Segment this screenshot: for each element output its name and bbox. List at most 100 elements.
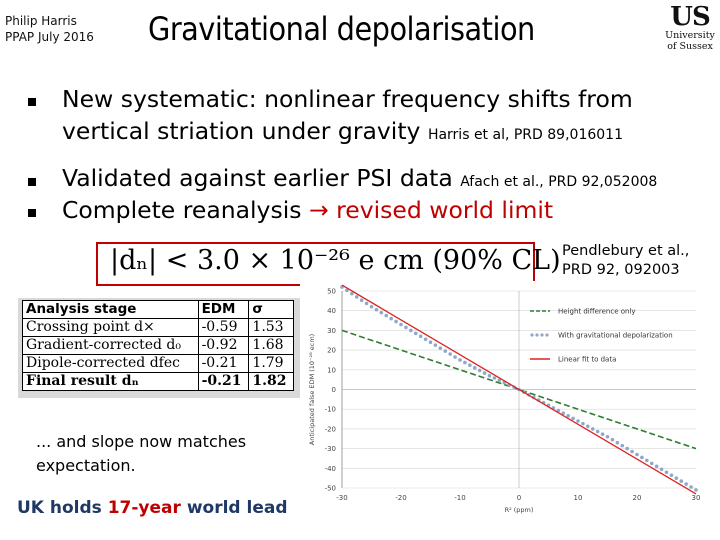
legend-label: With gravitational depolarization <box>558 332 673 340</box>
legend-label: Linear fit to data <box>558 356 616 364</box>
slope-note-line-2: expectation. <box>36 456 136 475</box>
stage-cell: Dipole-corrected dfec <box>22 354 199 373</box>
y-tick-label: -50 <box>325 485 336 493</box>
bullet-1-line-2: vertical striation under gravity Harris … <box>62 117 623 145</box>
series-point <box>669 473 674 477</box>
slide-title: Gravitational depolarisation <box>148 10 535 48</box>
series-point <box>581 421 585 426</box>
x-tick-label: -30 <box>336 494 347 502</box>
series-line-height-difference <box>341 329 697 450</box>
reference-line-1: Pendlebury et al., <box>562 243 690 259</box>
series-point <box>556 408 561 413</box>
y-tick-label: 0 <box>332 386 336 394</box>
sigma-cell: 1.82 <box>248 372 294 391</box>
arrow-icon: → <box>308 196 329 224</box>
event-name: PPAP July 2016 <box>5 30 94 44</box>
series-point <box>600 432 605 436</box>
false-edm-chart: 50 40 30 20 10 0 -10 -20 -30 -40 -50 -30 -20 -10 0 10 20… <box>300 281 720 540</box>
series-point <box>664 470 669 475</box>
bullet-marker-1 <box>28 98 36 106</box>
sigma-cell: 1.68 <box>248 336 294 355</box>
edm-cell: -0.92 <box>197 336 250 355</box>
bullet-marker-2 <box>28 178 36 186</box>
series-point <box>674 476 679 480</box>
logo-mark: US <box>670 2 710 32</box>
series-point <box>359 298 364 302</box>
series-point <box>605 434 610 439</box>
header-edm: EDM <box>197 300 250 319</box>
edm-limit-equation: |dₙ| < 3.0 × 10⁻²⁶ e cm (90% CL) <box>110 245 561 276</box>
series-point <box>684 482 688 486</box>
sigma-cell: 1.53 <box>248 318 294 337</box>
series-point <box>374 307 379 312</box>
bullet-3-highlight: revised world limit <box>328 196 554 224</box>
table-row: Dipole-corrected dfec -0.21 1.79 <box>22 354 294 373</box>
series-point <box>409 328 413 333</box>
reference-line-2: PRD 92, 092003 <box>562 262 680 278</box>
series-point <box>492 376 497 380</box>
series-point <box>384 313 389 318</box>
table-row: Crossing point d× -0.59 1.53 <box>22 318 294 337</box>
series-point <box>443 349 448 353</box>
series-point <box>394 319 398 324</box>
series-point <box>404 325 408 330</box>
series-point <box>625 446 629 451</box>
y-tick-label: -10 <box>325 406 336 414</box>
series-point <box>571 416 575 421</box>
series-point <box>561 411 566 415</box>
series-point <box>689 485 693 489</box>
bullet-marker-3 <box>28 209 36 217</box>
uk-highlight: 17-year <box>107 498 181 518</box>
chart-background <box>300 281 720 540</box>
x-tick-label: -20 <box>395 494 406 502</box>
series-point <box>379 310 384 315</box>
bullet-3: Complete reanalysis → revised world limi… <box>62 196 553 224</box>
series-point <box>640 455 644 460</box>
analysis-table: Analysis stage EDM σ Crossing point d× -… <box>22 300 294 391</box>
stage-cell: Final result dₙ <box>22 372 199 391</box>
series-point <box>586 424 590 429</box>
y-tick-label: -30 <box>325 445 336 453</box>
slope-note: ... and slope now matches expectation. <box>36 430 246 478</box>
series-point <box>482 371 487 375</box>
series-point <box>595 429 600 434</box>
series-point <box>635 452 639 457</box>
series-point <box>576 419 580 423</box>
legend-swatch <box>540 333 544 337</box>
series-point <box>428 340 433 345</box>
author-name: Philip Harris <box>5 14 77 28</box>
table-row-final: Final result dₙ -0.21 1.82 <box>22 372 294 391</box>
x-tick-label: 20 <box>633 494 642 502</box>
header-sigma: σ <box>248 300 294 319</box>
series-point <box>679 479 684 483</box>
edm-cell: -0.21 <box>197 372 250 391</box>
series-point <box>659 467 664 472</box>
series-point <box>369 304 374 309</box>
series-point <box>448 352 452 356</box>
table-row: Gradient-corrected d₀ -0.92 1.68 <box>22 336 294 355</box>
series-point <box>453 355 457 359</box>
series-point <box>649 461 654 466</box>
bullet-1-line-1: New systematic: nonlinear frequency shif… <box>62 85 633 113</box>
stage-cell: Crossing point d× <box>22 318 199 337</box>
y-axis-label: Anticipated false EDM (10⁻²⁸ ecm) <box>308 334 316 445</box>
legend-swatch <box>545 333 549 337</box>
series-point <box>654 464 659 469</box>
y-tick-label: 10 <box>327 366 336 374</box>
bullet-1-text: vertical striation under gravity <box>62 117 428 145</box>
edm-cell: -0.21 <box>197 354 250 373</box>
y-tick-label: 30 <box>327 327 336 335</box>
series-point <box>645 458 649 463</box>
series-point <box>487 373 492 378</box>
series-point <box>364 301 369 306</box>
bullet-3-text: Complete reanalysis <box>62 196 309 224</box>
series-point <box>438 346 443 350</box>
series-point <box>472 366 477 370</box>
bullet-2-text: Validated against earlier PSI data <box>62 164 461 192</box>
legend-swatch <box>530 333 534 337</box>
legend-label: Height difference only <box>558 308 636 316</box>
series-line-linear-fit <box>341 284 697 495</box>
publication-reference: Pendlebury et al., PRD 92, 092003 <box>562 242 689 280</box>
series-point <box>630 449 634 454</box>
series-point <box>413 331 418 336</box>
